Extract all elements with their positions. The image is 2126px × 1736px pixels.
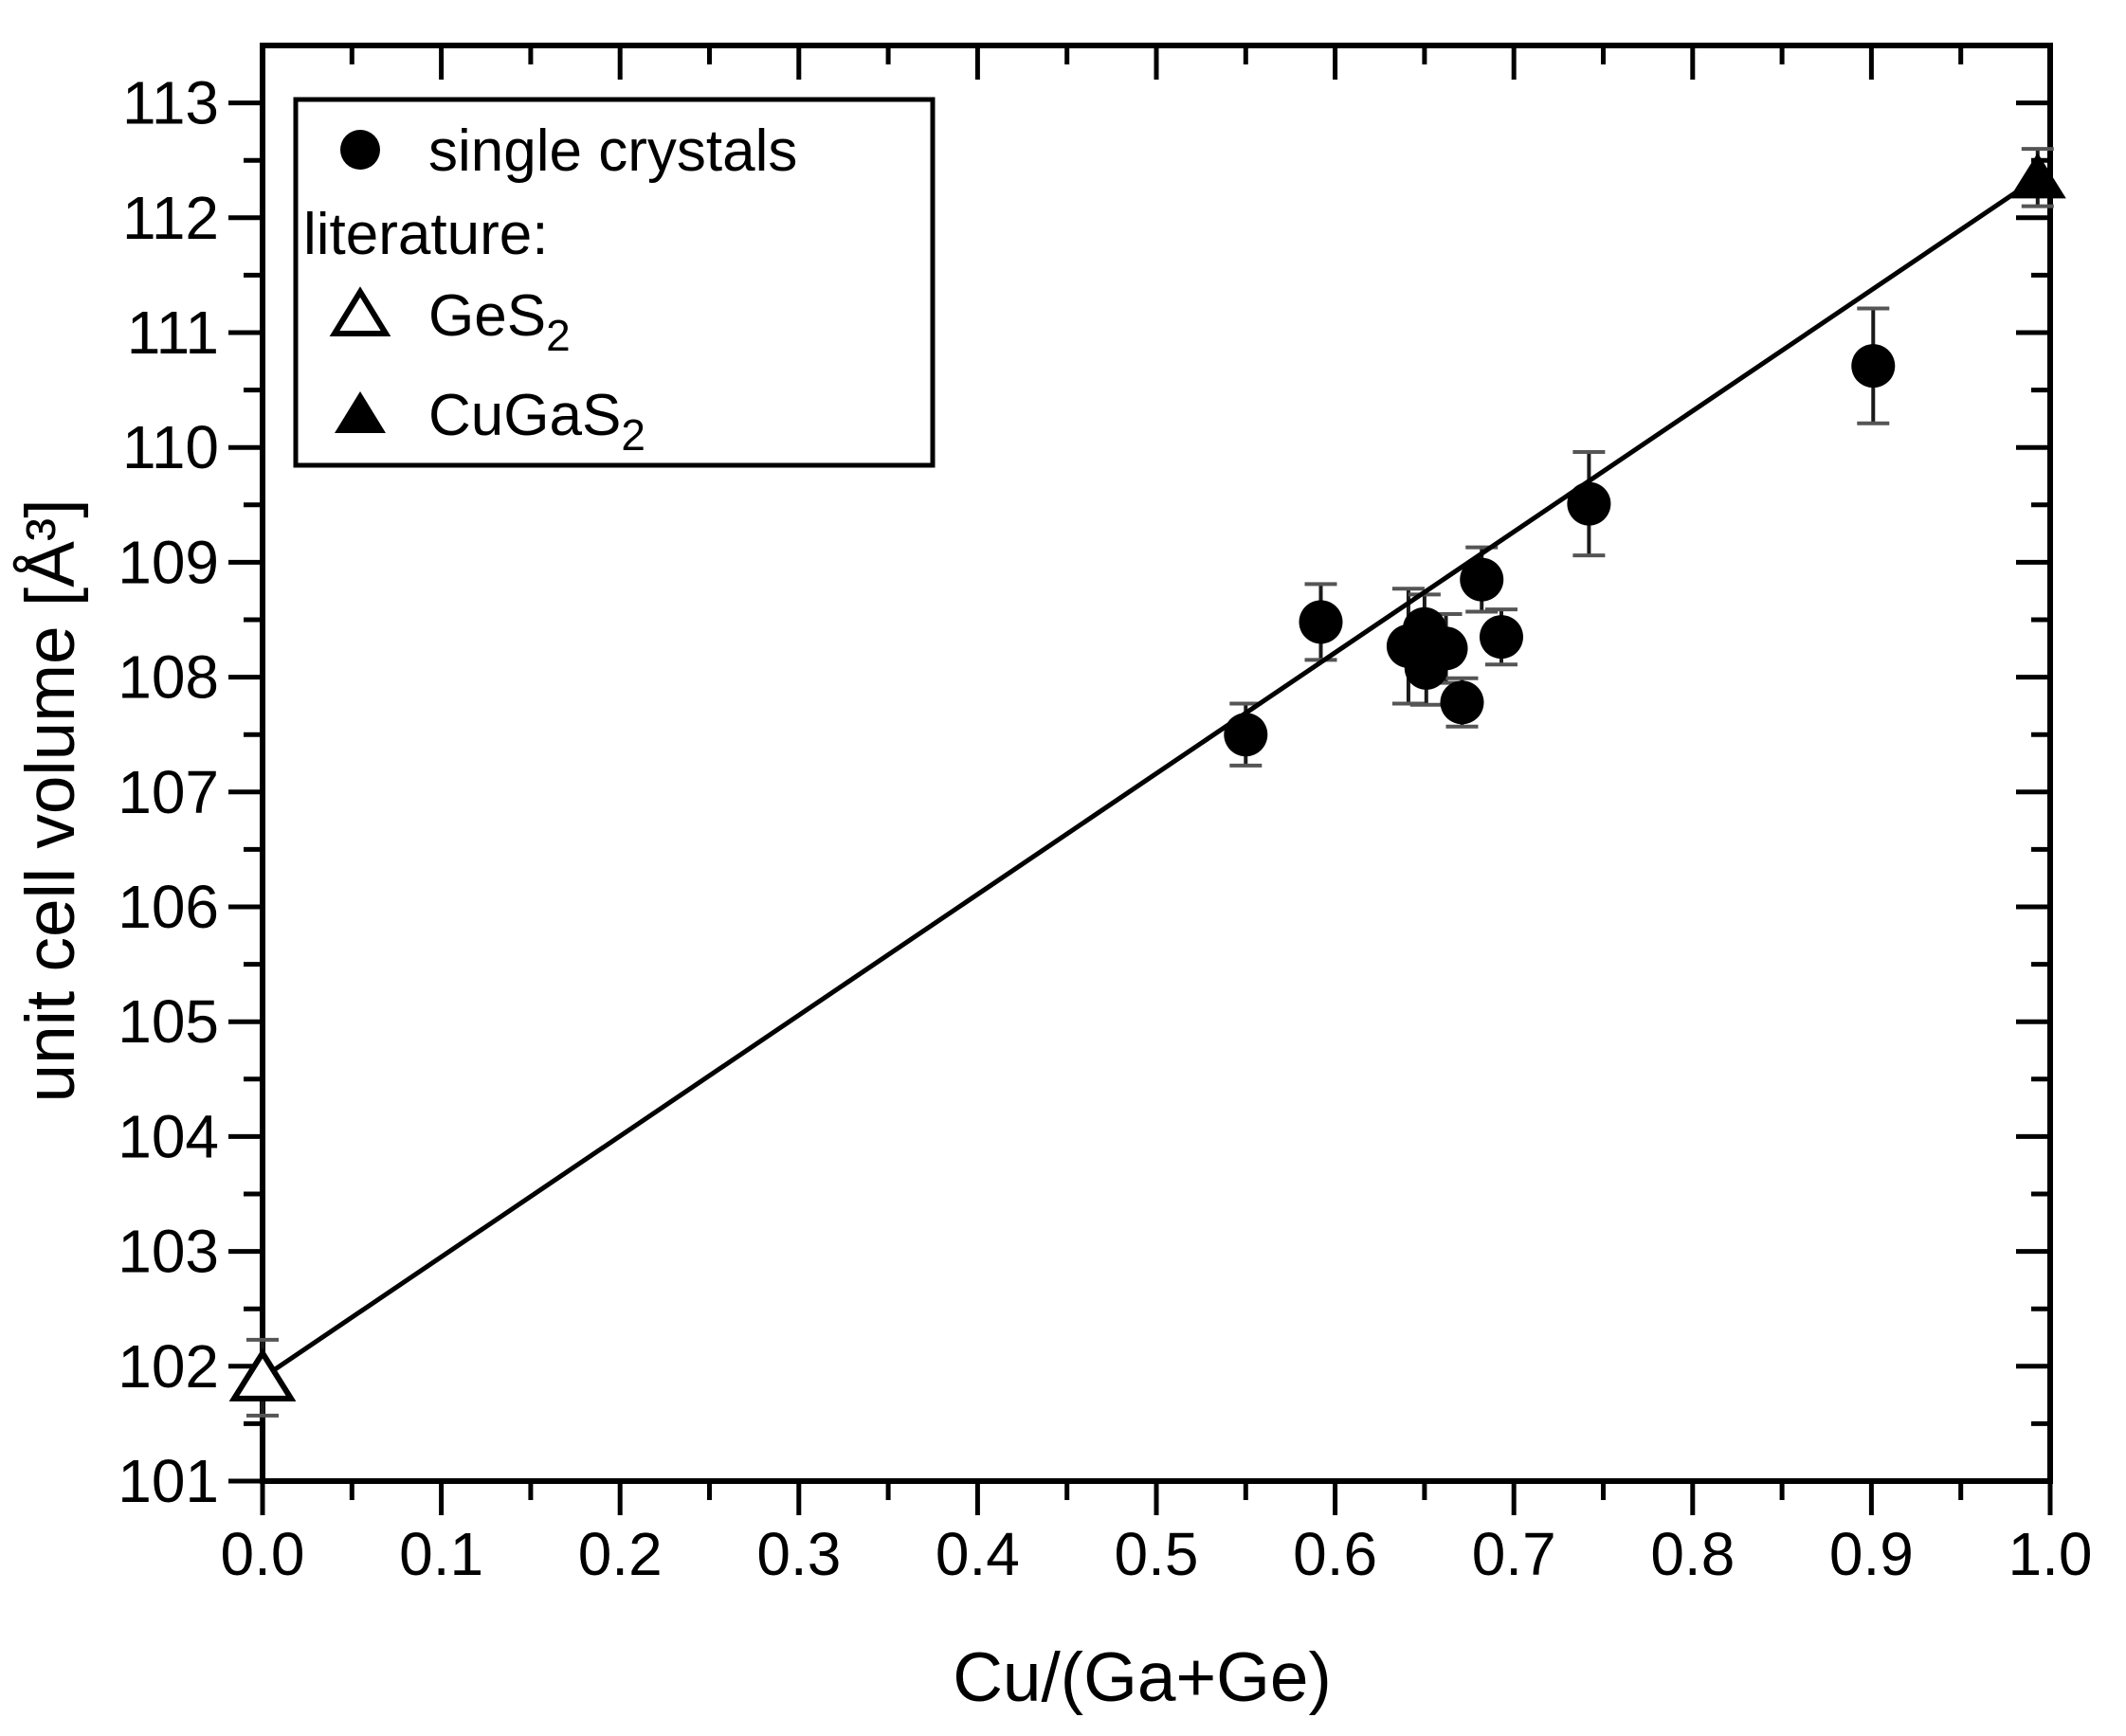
- y-tick-label: 107: [118, 758, 219, 826]
- y-tick-label: 104: [118, 1102, 219, 1170]
- plot-border: [260, 43, 2053, 1484]
- axis-ticks: [228, 45, 2053, 1515]
- data-point: [1440, 680, 1484, 725]
- data-point: [228, 1347, 297, 1401]
- y-tick-label: 105: [118, 987, 219, 1056]
- x-tick-label: 0.0: [221, 1520, 305, 1588]
- y-tick-label: 106: [118, 873, 219, 941]
- x-tick-label: 0.5: [1115, 1520, 1199, 1588]
- y-axis-tick-labels: 101 102 103 104 105 106 107 108 109 110 111 112 113: [118, 69, 219, 1515]
- legend-label: literature:: [303, 202, 548, 267]
- data-point: [2008, 153, 2066, 199]
- x-axis-title: Cu/(Ga+Ge): [953, 1639, 1332, 1716]
- y-tick-label: 113: [122, 69, 219, 137]
- series-triangle-filled: [2008, 153, 2066, 199]
- y-tick-label: 108: [118, 643, 219, 712]
- y-tick-label: 101: [118, 1447, 219, 1515]
- series-triangle-open: [228, 1347, 297, 1401]
- y-axis-title: unit cell volume [Å³]: [12, 499, 89, 1103]
- data-point: [1424, 626, 1468, 671]
- legend-marker-triangle-open: [329, 286, 391, 336]
- data-point: [1299, 600, 1343, 644]
- legend-label: single crystals: [428, 118, 797, 184]
- legend: single crystals literature: GeS2 CuGaS2: [293, 97, 936, 468]
- data-point: [1851, 344, 1896, 389]
- x-tick-label: 0.3: [756, 1520, 841, 1588]
- x-tick-label: 0.1: [399, 1520, 483, 1588]
- x-tick-label: 0.7: [1472, 1520, 1556, 1588]
- y-tick-label: 109: [118, 528, 219, 596]
- data-point: [1460, 557, 1504, 602]
- data-point: [1479, 615, 1523, 660]
- y-tick-label: 112: [122, 184, 219, 252]
- legend-label: GeS2: [428, 283, 571, 360]
- y-tick-label: 103: [118, 1218, 219, 1286]
- y-tick-label: 102: [118, 1332, 219, 1401]
- x-tick-label: 0.6: [1293, 1520, 1377, 1588]
- x-tick-label: 0.2: [578, 1520, 663, 1588]
- legend-marker-circle-filled: [340, 130, 380, 170]
- y-tick-label: 110: [122, 413, 219, 481]
- x-tick-label: 1.0: [2008, 1520, 2093, 1588]
- fit-line: [261, 172, 2043, 1380]
- legend-marker-triangle-filled: [335, 391, 386, 433]
- y-tick-label: 111: [127, 298, 219, 367]
- series-circle-filled: [1224, 344, 1896, 757]
- legend-box: [293, 97, 936, 468]
- data-point: [1567, 481, 1611, 526]
- x-tick-label: 0.8: [1650, 1520, 1735, 1588]
- x-axis-tick-labels: 0.0 0.1 0.2 0.3 0.4 0.5 0.6 0.7 0.8 0.9 1.0: [221, 1520, 2093, 1588]
- x-tick-label: 0.4: [936, 1520, 1020, 1588]
- data-point: [1224, 713, 1268, 757]
- x-tick-label: 0.9: [1829, 1520, 1914, 1588]
- legend-label: CuGaS2: [428, 383, 645, 460]
